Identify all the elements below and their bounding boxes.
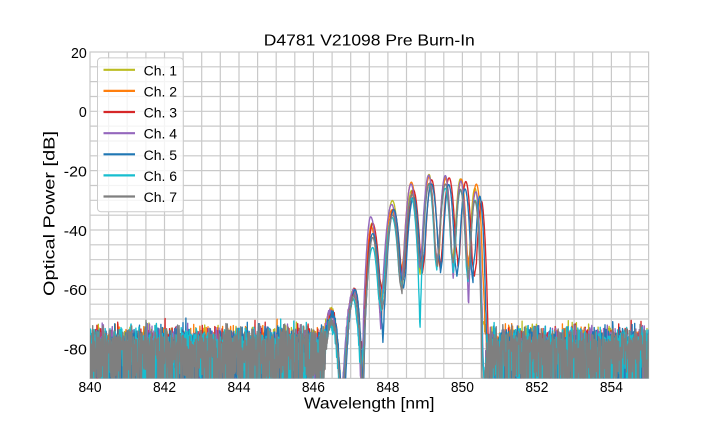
svg-text:840: 840 <box>79 379 102 396</box>
svg-text:D4781 V21098 Pre Burn-In: D4781 V21098 Pre Burn-In <box>264 32 475 49</box>
svg-text:844: 844 <box>228 379 251 396</box>
svg-text:852: 852 <box>525 379 548 396</box>
svg-text:Ch. 6: Ch. 6 <box>144 168 178 184</box>
svg-text:Ch. 7: Ch. 7 <box>144 189 178 205</box>
svg-text:-40: -40 <box>64 223 87 240</box>
svg-text:Ch. 3: Ch. 3 <box>144 105 178 121</box>
svg-text:-60: -60 <box>64 282 87 299</box>
svg-text:846: 846 <box>302 379 325 396</box>
svg-text:20: 20 <box>71 45 87 62</box>
svg-text:Wavelength [nm]: Wavelength [nm] <box>304 396 435 413</box>
svg-text:842: 842 <box>153 379 176 396</box>
svg-text:0: 0 <box>79 104 87 121</box>
svg-text:850: 850 <box>451 379 474 396</box>
svg-text:-20: -20 <box>64 164 87 181</box>
svg-text:Optical Power [dB]: Optical Power [dB] <box>42 131 59 296</box>
svg-text:848: 848 <box>376 379 399 396</box>
svg-text:854: 854 <box>600 379 623 396</box>
svg-text:Ch. 2: Ch. 2 <box>144 84 178 100</box>
svg-text:Ch. 1: Ch. 1 <box>144 62 178 78</box>
svg-text:Ch. 5: Ch. 5 <box>144 147 178 163</box>
svg-text:-80: -80 <box>64 342 87 359</box>
svg-text:Ch. 4: Ch. 4 <box>144 126 178 142</box>
